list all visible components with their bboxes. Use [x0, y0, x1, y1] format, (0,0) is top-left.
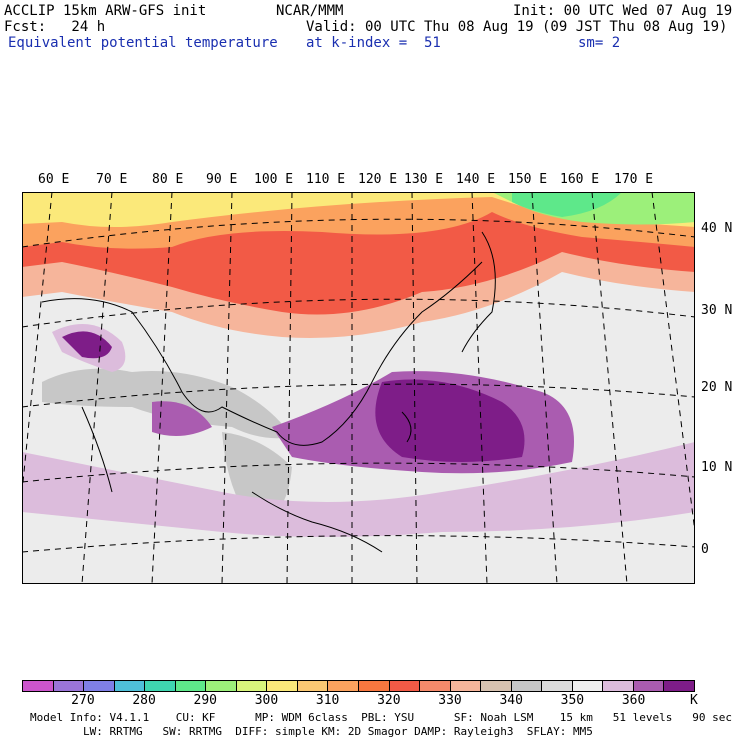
colorbar-swatch	[23, 681, 54, 691]
colorbar-swatch	[328, 681, 360, 691]
longitude-label: 140 E	[456, 172, 496, 187]
band-370-a	[375, 379, 525, 462]
forecast-hour: Fcst: 24 h	[4, 19, 106, 35]
colorbar-swatch	[450, 681, 482, 691]
colorbar-swatch	[175, 681, 207, 691]
field-name: Equivalent potential temperature	[8, 35, 278, 51]
smoothing-label: sm= 2	[578, 35, 621, 51]
colorbar-unit: K	[690, 693, 698, 708]
colorbar	[22, 680, 695, 692]
colorbar-swatch	[420, 681, 451, 691]
band-370-b	[62, 331, 112, 359]
colorbar-label: 280	[132, 693, 156, 708]
colorbar-swatch	[664, 681, 695, 691]
colorbar-label: 270	[71, 693, 95, 708]
colorbar-swatch	[481, 681, 512, 691]
colorbar-swatch	[145, 681, 176, 691]
org-label: NCAR/MMM	[276, 3, 344, 19]
colorbar-swatch	[511, 681, 543, 691]
latitude-label: 0	[701, 542, 709, 557]
longitude-label: 120 E	[358, 172, 398, 187]
longitude-label: 150 E	[508, 172, 548, 187]
longitude-label: 130 E	[404, 172, 444, 187]
map-panel	[21, 191, 696, 585]
colorbar-label: 330	[438, 693, 462, 708]
colorbar-swatch	[267, 681, 298, 691]
colorbar-swatch	[53, 681, 85, 691]
colorbar-swatch	[206, 681, 237, 691]
latitude-label: 20 N	[701, 380, 733, 395]
init-time: Init: 00 UTC Wed 07 Aug 19	[513, 3, 733, 19]
model-title: ACCLIP 15km ARW-GFS init	[4, 3, 207, 19]
colorbar-swatch	[572, 681, 604, 691]
graticule	[21, 191, 696, 585]
longitude-label: 70 E	[96, 172, 128, 187]
colorbar-label: 320	[377, 693, 401, 708]
latitude-label: 30 N	[701, 303, 733, 318]
map-border	[22, 192, 695, 584]
colorbar-swatch	[297, 681, 329, 691]
theta-e-field	[21, 191, 696, 585]
longitude-label: 80 E	[152, 172, 184, 187]
longitude-label: 170 E	[614, 172, 654, 187]
latitude-label: 10 N	[701, 460, 733, 475]
colorbar-swatch	[114, 681, 146, 691]
band-290	[512, 192, 622, 217]
colorbar-swatch	[84, 681, 115, 691]
colorbar-label: 340	[499, 693, 523, 708]
colorbar-label: 310	[315, 693, 340, 708]
model-info-line1: Model Info: V4.1.1 CU: KF MP: WDM 6class…	[30, 711, 732, 724]
colorbar-swatch	[389, 681, 421, 691]
colorbar-label: 290	[193, 693, 218, 708]
band-365-a	[152, 401, 212, 436]
level-label: at k-index = 51	[306, 35, 441, 51]
colorbar-swatch	[603, 681, 634, 691]
colorbar-swatch	[236, 681, 268, 691]
valid-time: Valid: 00 UTC Thu 08 Aug 19 (09 JST Thu …	[306, 19, 728, 35]
longitude-label: 160 E	[560, 172, 600, 187]
colorbar-label: 300	[254, 693, 279, 708]
longitude-label: 60 E	[38, 172, 70, 187]
band-360-b	[22, 442, 695, 537]
colorbar-label: 360	[621, 693, 646, 708]
longitude-label: 110 E	[306, 172, 346, 187]
longitude-label: 90 E	[206, 172, 238, 187]
longitude-label: 100 E	[254, 172, 294, 187]
colorbar-swatch	[633, 681, 665, 691]
latitude-label: 40 N	[701, 221, 733, 236]
colorbar-swatch	[542, 681, 573, 691]
colorbar-swatch	[359, 681, 390, 691]
colorbar-label: 350	[560, 693, 585, 708]
coastlines	[41, 231, 496, 553]
model-info-line2: LW: RRTMG SW: RRTMG DIFF: simple KM: 2D …	[30, 725, 593, 738]
